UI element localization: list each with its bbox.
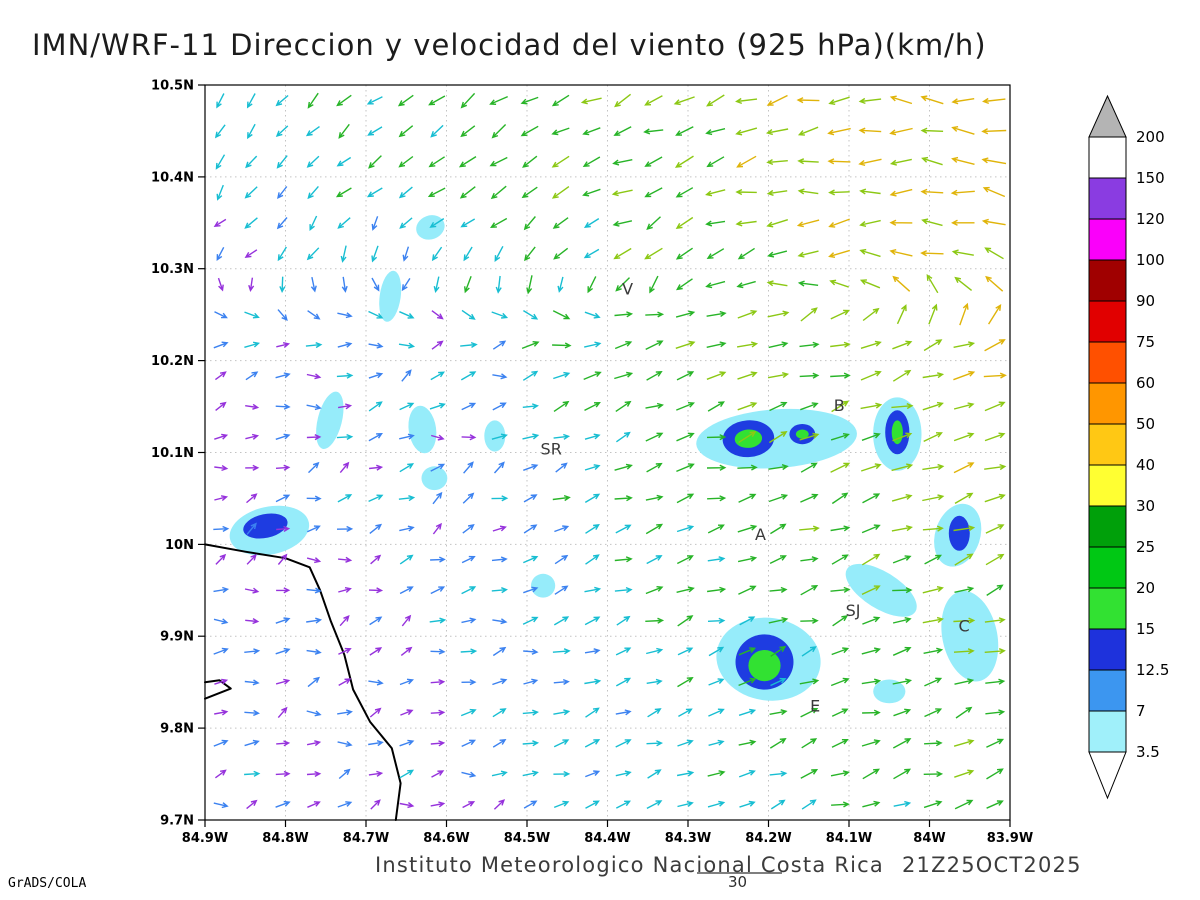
svg-text:84.5W: 84.5W bbox=[504, 831, 550, 846]
chart-title: IMN/WRF-11 Direccion y velocidad del vie… bbox=[32, 28, 987, 62]
svg-text:12.5: 12.5 bbox=[1136, 661, 1169, 679]
colorbar bbox=[1088, 94, 1127, 800]
svg-text:84.2W: 84.2W bbox=[745, 831, 791, 846]
svg-text:20: 20 bbox=[1136, 579, 1155, 597]
svg-text:15: 15 bbox=[1136, 620, 1155, 638]
svg-text:SR: SR bbox=[541, 439, 562, 458]
svg-text:84.7W: 84.7W bbox=[343, 831, 389, 846]
svg-text:84.9W: 84.9W bbox=[182, 831, 228, 846]
grads-watermark: GrADS/COLA bbox=[8, 876, 87, 891]
svg-text:50: 50 bbox=[1136, 415, 1155, 433]
svg-text:3.5: 3.5 bbox=[1136, 743, 1160, 761]
svg-text:40: 40 bbox=[1136, 456, 1155, 474]
svg-text:200: 200 bbox=[1136, 128, 1165, 146]
svg-text:7: 7 bbox=[1136, 702, 1146, 720]
colorbar-labels: 200 150 120 100 90 75 60 50 40 30 25 20 15 12.5 7 3.5 bbox=[1136, 128, 1169, 761]
contour-value-label: 30 bbox=[728, 873, 748, 891]
svg-text:9.9N: 9.9N bbox=[160, 630, 194, 645]
svg-text:120: 120 bbox=[1136, 210, 1165, 228]
svg-text:10.3N: 10.3N bbox=[151, 262, 194, 277]
svg-text:9.8N: 9.8N bbox=[160, 722, 194, 737]
svg-text:9.7N: 9.7N bbox=[160, 814, 194, 829]
svg-text:84.3W: 84.3W bbox=[665, 831, 711, 846]
svg-text:100: 100 bbox=[1136, 251, 1165, 269]
station-labels: V B SR A SJ C E bbox=[541, 280, 970, 716]
svg-text:10.1N: 10.1N bbox=[151, 446, 194, 461]
wind-vectors bbox=[213, 92, 1007, 810]
svg-text:83.9W: 83.9W bbox=[987, 831, 1033, 846]
svg-text:25: 25 bbox=[1136, 538, 1155, 556]
svg-text:E: E bbox=[810, 697, 820, 716]
svg-text:10.4N: 10.4N bbox=[151, 170, 194, 185]
svg-text:10.5N: 10.5N bbox=[151, 79, 194, 94]
institution-text: Instituto Meteorologico Nacional Costa R… bbox=[375, 853, 884, 877]
svg-text:84.6W: 84.6W bbox=[423, 831, 469, 846]
svg-text:84.8W: 84.8W bbox=[262, 831, 308, 846]
svg-text:90: 90 bbox=[1136, 292, 1155, 310]
svg-text:V: V bbox=[622, 280, 633, 299]
svg-text:10N: 10N bbox=[165, 538, 194, 553]
svg-text:C: C bbox=[959, 617, 970, 636]
svg-text:30: 30 bbox=[1136, 497, 1155, 515]
svg-text:84W: 84W bbox=[913, 831, 945, 846]
axes: 84.9W 84.8W 84.7W 84.6W 84.5W 84.4W 84.3W 84.2W… bbox=[151, 79, 1033, 847]
svg-text:10.2N: 10.2N bbox=[151, 354, 194, 369]
svg-text:B: B bbox=[834, 396, 845, 415]
svg-text:SJ: SJ bbox=[846, 601, 861, 620]
svg-text:84.4W: 84.4W bbox=[584, 831, 630, 846]
svg-text:150: 150 bbox=[1136, 169, 1165, 187]
svg-text:60: 60 bbox=[1136, 374, 1155, 392]
valid-time: 21Z25OCT2025 bbox=[901, 853, 1082, 877]
svg-text:A: A bbox=[755, 525, 766, 544]
coastline bbox=[204, 543, 402, 821]
footer-caption: Instituto Meteorologico Nacional Costa R… bbox=[375, 853, 1082, 877]
svg-text:84.1W: 84.1W bbox=[826, 831, 872, 846]
svg-text:75: 75 bbox=[1136, 333, 1155, 351]
shaded-speed-regions bbox=[229, 215, 999, 704]
